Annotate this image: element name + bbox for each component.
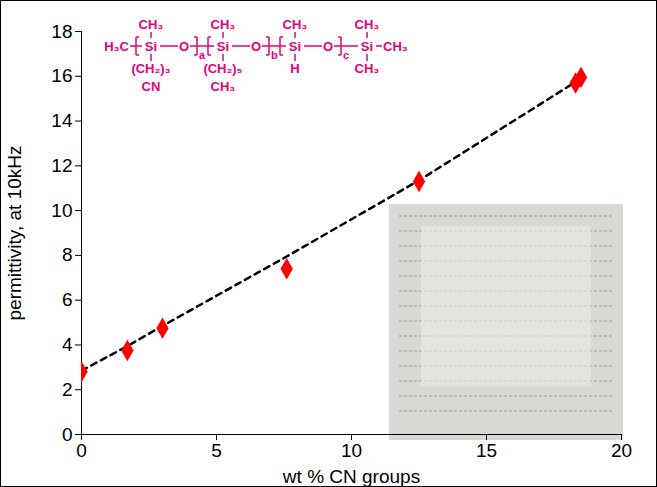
svg-text:10: 10 xyxy=(341,440,362,461)
svg-text:18: 18 xyxy=(51,21,72,42)
svg-text:CH₃: CH₃ xyxy=(383,39,408,54)
svg-text:CH₃: CH₃ xyxy=(139,17,164,32)
svg-text:O: O xyxy=(251,39,261,54)
svg-text:20: 20 xyxy=(611,440,632,461)
svg-text:0: 0 xyxy=(76,440,87,461)
svg-text:16: 16 xyxy=(51,65,72,86)
svg-text:Si: Si xyxy=(289,39,301,54)
svg-text:8: 8 xyxy=(62,244,73,265)
svg-text:6: 6 xyxy=(62,289,73,310)
svg-text:2: 2 xyxy=(62,379,73,400)
svg-text:14: 14 xyxy=(51,110,73,131)
svg-text:a: a xyxy=(199,49,206,61)
svg-text:H: H xyxy=(290,61,299,76)
svg-text:5: 5 xyxy=(211,440,222,461)
svg-text:wt % CN groups: wt % CN groups xyxy=(282,466,420,487)
svg-text:Si: Si xyxy=(361,39,373,54)
svg-text:12: 12 xyxy=(51,155,72,176)
svg-text:permittivity, at 10kHz: permittivity, at 10kHz xyxy=(4,146,25,321)
svg-text:4: 4 xyxy=(62,334,73,355)
svg-text:CH₃: CH₃ xyxy=(355,17,380,32)
svg-text:c: c xyxy=(343,49,349,61)
svg-text:CH₃: CH₃ xyxy=(211,79,236,94)
svg-text:CH₃: CH₃ xyxy=(283,17,308,32)
svg-text:H₃C: H₃C xyxy=(104,39,129,54)
svg-text:Si: Si xyxy=(145,39,157,54)
svg-text:15: 15 xyxy=(476,440,497,461)
svg-text:(CH₂)₃: (CH₂)₃ xyxy=(131,61,170,76)
svg-text:O: O xyxy=(323,39,333,54)
svg-text:10: 10 xyxy=(51,200,72,221)
svg-text:O: O xyxy=(179,39,189,54)
svg-text:CH₃: CH₃ xyxy=(355,61,380,76)
svg-text:0: 0 xyxy=(62,424,73,445)
svg-text:CN: CN xyxy=(142,79,161,94)
svg-text:CH₃: CH₃ xyxy=(211,17,236,32)
svg-text:Si: Si xyxy=(217,39,229,54)
svg-text:b: b xyxy=(271,49,278,61)
svg-text:(CH₂)₅: (CH₂)₅ xyxy=(203,61,242,76)
